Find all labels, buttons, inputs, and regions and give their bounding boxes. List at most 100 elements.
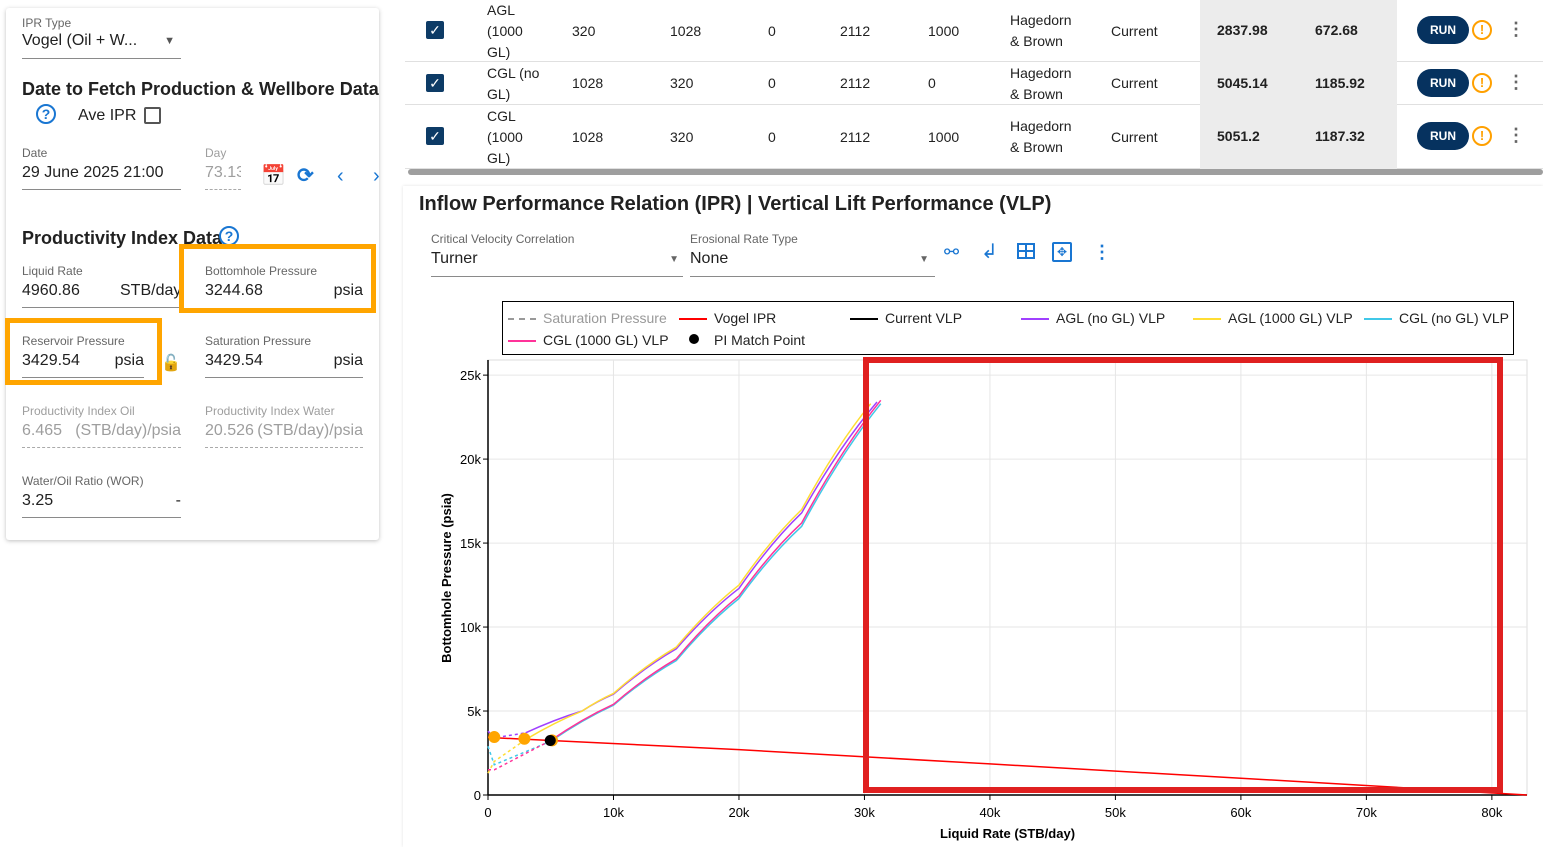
day-label: Day (205, 146, 227, 160)
y-tick-label: 10k (460, 620, 481, 635)
operating-point (488, 731, 501, 744)
warning-icon[interactable]: ! (1472, 126, 1492, 146)
table-row (405, 62, 1543, 105)
legend-marker (689, 334, 699, 344)
row-checkbox[interactable]: ✓ (426, 21, 444, 39)
warning-icon[interactable]: ! (1472, 20, 1492, 40)
chevron-left-icon[interactable]: ‹ (337, 165, 344, 187)
more-vert-icon[interactable]: ⋮ (1507, 125, 1525, 145)
liquid-rate-field[interactable]: 4960.86 STB/day (22, 282, 181, 308)
legend-item[interactable]: Vogel IPR (714, 310, 777, 326)
legend-swatch (1021, 318, 1049, 320)
y-tick-label: 5k (467, 704, 481, 719)
legend-item[interactable]: PI Match Point (714, 332, 806, 348)
run-button[interactable]: RUN (1417, 16, 1469, 44)
cell-c2: 320 (670, 128, 694, 145)
x-tick-label: 50k (1105, 805, 1126, 820)
date-section-title: Date to Fetch Production & Wellbore Data (22, 79, 379, 99)
y-tick-label: 0 (474, 788, 481, 803)
cell-correlation: Hagedorn & Brown (1010, 12, 1072, 49)
cell-c5: 1000 (928, 22, 960, 39)
x-tick-label: 40k (979, 805, 1000, 820)
legend-item[interactable]: CGL (1000 GL) VLP (543, 332, 669, 348)
row-checkbox[interactable]: ✓ (426, 73, 444, 92)
cell-result-2: 1185.92 (1315, 74, 1365, 91)
annotation-highlight-box (863, 357, 1503, 793)
saturation-pressure-field[interactable]: 3429.54 psia (205, 352, 363, 378)
cell-result-2: 672.68 (1315, 22, 1358, 38)
legend-swatch (850, 318, 878, 320)
pi-water-label: Productivity Index Water (205, 404, 335, 418)
ipr-type-select[interactable]: Vogel (Oil + W... ▼ (22, 32, 181, 59)
return-icon[interactable]: ↲ (981, 241, 998, 263)
pi-oil-label: Productivity Index Oil (22, 404, 135, 418)
cell-correlation: Hagedorn & Brown (1010, 118, 1072, 155)
calendar-search-icon[interactable]: 📅 (261, 165, 286, 187)
pi-water-field: 20.526 (STB/day)/psia (205, 422, 363, 448)
vlp-low-rate-segment (488, 739, 552, 771)
legend-swatch (508, 318, 536, 320)
legend-item[interactable]: CGL (no GL) VLP (1399, 310, 1509, 326)
erosional-rate-select[interactable]: None ▼ (690, 250, 935, 277)
table-icon[interactable] (1017, 243, 1035, 259)
chart-panel-title: Inflow Performance Relation (IPR) | Vert… (419, 193, 1052, 215)
legend-swatch (1193, 318, 1221, 320)
chevron-right-icon[interactable]: › (373, 165, 380, 187)
cell-result-1: 2837.98 (1217, 22, 1268, 38)
x-tick-label: 10k (603, 805, 624, 820)
cell-name: AGL (1000 GL) (487, 1, 523, 60)
x-tick-label: 30k (854, 805, 875, 820)
help-icon[interactable]: ? (36, 104, 56, 124)
vlp-low-rate-segment (487, 738, 527, 774)
critical-velocity-select[interactable]: Turner ▼ (431, 250, 683, 277)
pi-section-title: Productivity Index Data (22, 228, 223, 248)
reservoir-pressure-field[interactable]: 3429.54 psia (22, 352, 144, 378)
x-tick-label: 60k (1230, 805, 1251, 820)
cell-correlation: Hagedorn & Brown (1010, 64, 1072, 102)
unlock-icon[interactable]: 🔓 (161, 355, 181, 372)
results-column-bg (1200, 62, 1397, 105)
bhp-field[interactable]: 3244.68 psia (205, 282, 363, 299)
y-axis-label: Bottomhole Pressure (psia) (439, 493, 454, 663)
fit-icon[interactable]: ✥ (1052, 242, 1072, 262)
legend-item[interactable]: AGL (no GL) VLP (1056, 310, 1166, 326)
row-checkbox[interactable]: ✓ (426, 127, 444, 145)
bhp-label: Bottomhole Pressure (205, 264, 318, 278)
run-button[interactable]: RUN (1417, 68, 1469, 97)
ipr-type-label: IPR Type (22, 16, 72, 30)
wor-label: Water/Oil Ratio (WOR) (22, 474, 144, 488)
pi-oil-field: 6.465 (STB/day)/psia (22, 422, 181, 448)
legend-item[interactable]: Current VLP (885, 310, 963, 326)
erosional-rate-label: Erosional Rate Type (690, 232, 798, 246)
cell-status: Current (1111, 128, 1158, 145)
unit: - (175, 492, 181, 509)
cell-c3: 0 (768, 22, 776, 39)
cell-c1: 1028 (572, 128, 604, 145)
cell-result-1: 5045.14 (1217, 74, 1268, 91)
y-tick-label: 20k (460, 452, 481, 467)
nodes-icon[interactable]: ⚯ (944, 242, 960, 262)
legend-item[interactable]: AGL (1000 GL) VLP (1228, 310, 1353, 326)
wor-field[interactable]: 3.25- (22, 492, 181, 518)
ave-ipr-label: Ave IPR (78, 107, 137, 124)
legend-item[interactable]: Saturation Pressure (543, 310, 667, 326)
warning-icon[interactable]: ! (1472, 72, 1492, 93)
cell-status: Current (1111, 75, 1158, 91)
horizontal-scrollbar[interactable] (408, 169, 1543, 175)
pi-match-point (544, 735, 556, 747)
x-tick-label: 80k (1481, 805, 1502, 820)
x-tick-label: 0 (484, 805, 491, 820)
chevron-down-icon: ▼ (164, 35, 175, 47)
cell-c2: 320 (670, 75, 694, 91)
date-field[interactable]: 29 June 2025 21:00 (22, 164, 181, 190)
refresh-icon[interactable]: ⟳ (297, 165, 314, 187)
day-field: 73.13 (205, 164, 241, 190)
more-vert-icon[interactable]: ⋮ (1093, 242, 1111, 262)
more-vert-icon[interactable]: ⋮ (1507, 19, 1525, 39)
more-vert-icon[interactable]: ⋮ (1507, 71, 1525, 92)
x-tick-label: 70k (1356, 805, 1377, 820)
ave-ipr-checkbox[interactable] (144, 107, 161, 124)
run-button[interactable]: RUN (1417, 122, 1469, 150)
series-line-4 (525, 403, 872, 741)
